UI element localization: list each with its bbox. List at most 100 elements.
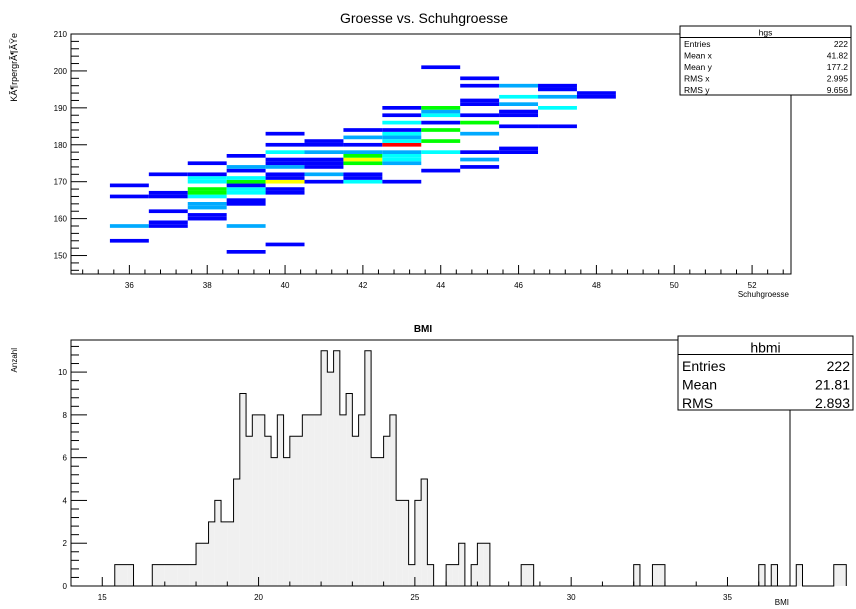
heatmap-cell (382, 131, 422, 136)
heatmap-cell (460, 98, 500, 103)
heatmap-cell (265, 131, 305, 136)
histogram-bar (477, 543, 484, 586)
heatmap-cell (148, 224, 188, 228)
heatmap-cell (226, 250, 266, 254)
heatmap-cell (382, 113, 422, 118)
histogram-bar (352, 436, 359, 586)
heatmap-cell (187, 161, 227, 166)
heatmap-cell (343, 154, 383, 158)
heatmap-cell (499, 124, 539, 129)
heatmap-cell (499, 150, 539, 154)
heatmap-cell (187, 216, 227, 221)
x-tick-label: 20 (254, 593, 263, 602)
heatmap-cell (265, 150, 305, 154)
heatmap-cell (148, 194, 188, 199)
histogram-bar (196, 543, 203, 586)
histogram-bar (421, 479, 428, 586)
chart-title: Groesse vs. Schuhgroesse (340, 10, 508, 26)
heatmap-cell (460, 113, 500, 118)
histogram-bar (427, 564, 434, 586)
histogram-bar (302, 414, 309, 586)
axes: 36 38 40 42 44 46 48 50 52 150 160 170 180 190 200 210 (54, 30, 792, 290)
x-tick-label: 38 (203, 281, 212, 290)
scatter-pad: Groesse vs. Schuhgroesse KÃ¶rpergrÃ¶ÃŸe … (9, 10, 852, 299)
stats-value: 177.2 (827, 62, 849, 72)
heatmap-cell (499, 102, 539, 106)
histogram-bar (283, 457, 290, 586)
x-tick-label: 40 (281, 281, 290, 290)
heatmap-cell (382, 179, 422, 184)
heatmap-cell (148, 209, 188, 214)
histogram-bar (408, 564, 415, 586)
stats-value: 222 (827, 358, 851, 374)
x-axis-label: BMI (775, 598, 789, 607)
heatmap-cell (304, 157, 344, 162)
heatmap-cell (265, 179, 305, 184)
heatmap-cell (538, 87, 577, 92)
stats-label: RMS x (684, 74, 710, 84)
histogram-bar (277, 414, 284, 586)
histogram-bar (183, 564, 190, 586)
x-tick-label: 42 (358, 281, 367, 290)
histogram-bar (177, 564, 184, 586)
heatmap-cell (226, 179, 266, 184)
histogram-bar (521, 564, 528, 586)
heatmap-cell (576, 94, 616, 99)
histogram-bar (152, 564, 159, 586)
heatmap-cell (460, 102, 500, 106)
y-tick-label: 180 (54, 141, 68, 150)
histogram-bar (402, 500, 409, 586)
heatmap-cell (187, 190, 227, 195)
histogram-bar (158, 564, 165, 586)
x-tick-label: 35 (723, 593, 732, 602)
stats-value: 9.656 (827, 85, 849, 95)
histogram-bar (840, 564, 847, 586)
heatmap-cell (148, 190, 188, 195)
heatmap-cell (343, 176, 383, 180)
stats-value: 2.893 (815, 395, 850, 411)
histogram-bar (233, 479, 240, 586)
stats-value: 41.82 (827, 51, 849, 61)
heatmap-cell (421, 168, 461, 173)
heatmap-cell (460, 83, 500, 88)
histogram-bar (202, 543, 209, 586)
heatmap-cell (343, 128, 383, 132)
histogram-bar (271, 457, 278, 586)
heatmap-cell (421, 65, 461, 70)
heatmap-cell (109, 183, 149, 188)
heatmap-cell (187, 172, 227, 177)
stats-value: 21.81 (815, 377, 850, 393)
x-tick-label: 52 (748, 281, 757, 290)
heatmap-cell (382, 142, 422, 147)
histogram-bar (833, 564, 841, 586)
heatmap-cell (421, 150, 461, 154)
heatmap-cell (187, 194, 227, 199)
stats-value: 2.995 (827, 74, 849, 84)
x-tick-label: 48 (592, 281, 601, 290)
histogram-bar (771, 564, 778, 586)
heatmap-cell (382, 120, 422, 125)
heatmap-cell (187, 187, 227, 191)
stats-label: Mean (682, 377, 717, 393)
histogram-bar (633, 564, 640, 586)
heatmap-cell (265, 172, 305, 177)
heatmap-cell (265, 142, 305, 147)
heatmap-cell (343, 179, 383, 184)
heatmap-cell (421, 113, 461, 118)
heatmap-cell (382, 106, 422, 110)
heatmap-cell (382, 161, 422, 166)
heatmap-cell (499, 146, 539, 151)
histogram-bar (333, 350, 340, 586)
y-tick-label: 4 (63, 496, 68, 505)
y-tick-label: 200 (54, 67, 68, 76)
heatmap-cell (460, 157, 500, 162)
histogram-bar (796, 564, 803, 586)
heatmap-cell (421, 106, 461, 110)
heatmap-cell (226, 168, 266, 173)
histogram-bars (102, 350, 847, 587)
heatmap-cell (382, 139, 422, 143)
y-tick-label: 0 (63, 582, 68, 591)
histogram-bar (452, 564, 459, 586)
histogram-bar (246, 436, 253, 586)
